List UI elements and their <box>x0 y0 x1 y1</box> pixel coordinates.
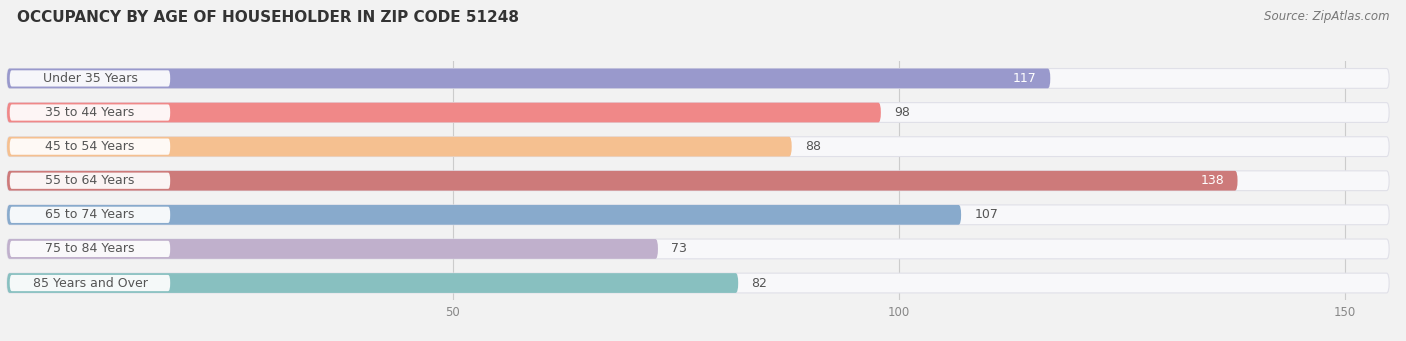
Text: 85 Years and Over: 85 Years and Over <box>32 277 148 290</box>
Text: 82: 82 <box>752 277 768 290</box>
Text: 75 to 84 Years: 75 to 84 Years <box>45 242 135 255</box>
Text: 138: 138 <box>1201 174 1225 187</box>
FancyBboxPatch shape <box>10 275 170 291</box>
FancyBboxPatch shape <box>7 69 1050 88</box>
Text: 88: 88 <box>806 140 821 153</box>
FancyBboxPatch shape <box>7 69 1389 88</box>
Text: 35 to 44 Years: 35 to 44 Years <box>45 106 135 119</box>
Text: 117: 117 <box>1014 72 1036 85</box>
FancyBboxPatch shape <box>7 205 1389 225</box>
FancyBboxPatch shape <box>7 239 1389 259</box>
Text: 65 to 74 Years: 65 to 74 Years <box>45 208 135 221</box>
Text: OCCUPANCY BY AGE OF HOUSEHOLDER IN ZIP CODE 51248: OCCUPANCY BY AGE OF HOUSEHOLDER IN ZIP C… <box>17 10 519 25</box>
Text: 73: 73 <box>671 242 688 255</box>
FancyBboxPatch shape <box>7 103 1389 122</box>
FancyBboxPatch shape <box>10 241 170 257</box>
FancyBboxPatch shape <box>7 273 1389 293</box>
FancyBboxPatch shape <box>7 171 1237 191</box>
Text: 107: 107 <box>974 208 998 221</box>
FancyBboxPatch shape <box>10 173 170 189</box>
FancyBboxPatch shape <box>7 205 962 225</box>
Text: 98: 98 <box>894 106 910 119</box>
FancyBboxPatch shape <box>7 171 1389 191</box>
Text: Source: ZipAtlas.com: Source: ZipAtlas.com <box>1264 10 1389 23</box>
Text: Under 35 Years: Under 35 Years <box>42 72 138 85</box>
FancyBboxPatch shape <box>7 137 1389 157</box>
FancyBboxPatch shape <box>7 103 882 122</box>
Text: 45 to 54 Years: 45 to 54 Years <box>45 140 135 153</box>
Text: 55 to 64 Years: 55 to 64 Years <box>45 174 135 187</box>
FancyBboxPatch shape <box>10 138 170 155</box>
FancyBboxPatch shape <box>7 137 792 157</box>
FancyBboxPatch shape <box>7 273 738 293</box>
FancyBboxPatch shape <box>10 104 170 121</box>
FancyBboxPatch shape <box>10 207 170 223</box>
FancyBboxPatch shape <box>10 70 170 87</box>
FancyBboxPatch shape <box>7 239 658 259</box>
